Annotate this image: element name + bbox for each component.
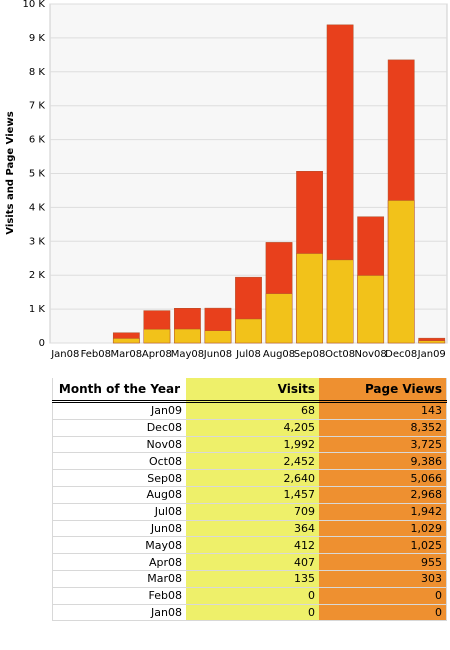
table-cell: 709 [186,503,319,521]
table-cell: Mar08 [52,570,186,588]
y-tick-label: 7 K [29,101,46,112]
data-table: Month of the Year Visits Page Views Jan09 68… [52,378,447,622]
table-cell: 135 [186,570,319,588]
x-tick-label: Oct08 [325,349,355,360]
table-row: Aug08 1,457 2,968 [52,486,447,504]
table-cell: 0 [186,604,319,622]
table-cell: 2,968 [319,486,447,504]
bar [204,330,232,344]
table-cell: Dec08 [52,419,186,437]
column-header: Month of the Year [52,378,186,403]
table-cell: 955 [319,553,447,571]
bar [326,259,354,344]
y-tick-label: 3 K [29,236,46,247]
x-tick-label: Sep08 [294,349,326,360]
table-cell: 1,025 [319,536,447,555]
table-cell: May08 [52,536,186,555]
table-row: Jan08 0 0 [52,604,447,622]
table-cell: Apr08 [52,553,186,571]
table-cell: 3,725 [319,436,447,454]
chart: Visits and Page Views 0 1 K 2 K 3 K 4 K 5 K 6 … [5,0,448,360]
bar [296,253,323,344]
bar [387,200,415,344]
table-cell: 364 [186,520,319,538]
table-cell: Jan09 [52,401,186,420]
x-tick-label: Mar08 [111,349,143,360]
table-cell: 1,029 [319,520,447,538]
y-tick-label: 5 K [29,169,46,180]
table-cell: Nov08 [52,436,186,454]
table-cell: 0 [186,587,319,605]
x-tick-label: May08 [171,349,204,360]
y-tick-label: 9 K [29,33,46,44]
x-tick-label: Feb08 [81,349,111,360]
bar [174,328,201,344]
table-cell: 9,386 [319,452,447,471]
table-cell: 0 [319,587,447,605]
y-tick-label: 1 K [29,304,46,315]
x-tick-label: Apr08 [142,349,172,360]
y-tick-label: 6 K [29,135,46,146]
y-axis-title: Visits and Page Views [5,111,16,234]
bar [143,328,171,344]
bar [265,293,293,344]
table-row: Sep08 2,640 5,066 [52,469,447,487]
x-tick-label: Aug08 [263,349,295,360]
table-row: Jan09 68 143 [52,401,447,420]
x-tick-label: Nov08 [355,349,387,360]
table-cell: 1,942 [319,503,447,521]
y-tick-label: 10 K [23,0,46,10]
x-tick-label: Jun08 [203,349,232,360]
table-row: Dec08 4,205 8,352 [52,419,447,437]
table-cell: 2,452 [186,452,319,471]
table-row: Jun08 364 1,029 [52,520,447,538]
table-cell: 68 [186,401,319,420]
table-row: Feb08 0 0 [52,587,447,605]
table-cell: 143 [319,401,447,420]
table-row: Oct08 2,452 9,386 [52,452,447,471]
table-row: Mar08 135 303 [52,570,447,588]
y-tick-label: 2 K [29,270,46,281]
table-cell: Jun08 [52,520,186,538]
table-cell: 412 [186,536,319,555]
table-cell: 303 [319,570,447,588]
table-cell: Aug08 [52,486,186,504]
y-tick-label: 4 K [29,202,46,213]
table-cell: 1,457 [186,486,319,504]
table-cell: 407 [186,553,319,571]
bar [418,340,446,344]
table-cell: 0 [319,604,447,622]
table-cell: Jan08 [52,604,186,622]
table-cell: Sep08 [52,469,186,487]
table-row: Nov08 1,992 3,725 [52,436,447,454]
bar [112,338,140,344]
column-header: Page Views [319,378,447,403]
y-tick-label: 0 [39,338,45,349]
x-tick-label: Dec08 [385,349,417,360]
x-tick-label: Jan09 [417,349,446,360]
table-cell: 5,066 [319,469,447,487]
table-row: Jul08 709 1,942 [52,503,447,521]
table-row: May08 412 1,025 [52,536,447,555]
table-row: Apr08 407 955 [52,553,447,571]
x-tick-label: Jul08 [235,349,261,360]
table-cell: 8,352 [319,419,447,437]
table-cell: Jul08 [52,503,186,521]
bar [357,275,385,344]
x-tick-label: Jan08 [50,349,79,360]
table-cell: Feb08 [52,587,186,605]
table-cell: 2,640 [186,469,319,487]
column-header: Visits [186,378,319,403]
bar [235,318,262,344]
y-tick-label: 8 K [29,67,46,78]
table-cell: Oct08 [52,452,186,471]
table-cell: 4,205 [186,419,319,437]
table-cell: 1,992 [186,436,319,454]
